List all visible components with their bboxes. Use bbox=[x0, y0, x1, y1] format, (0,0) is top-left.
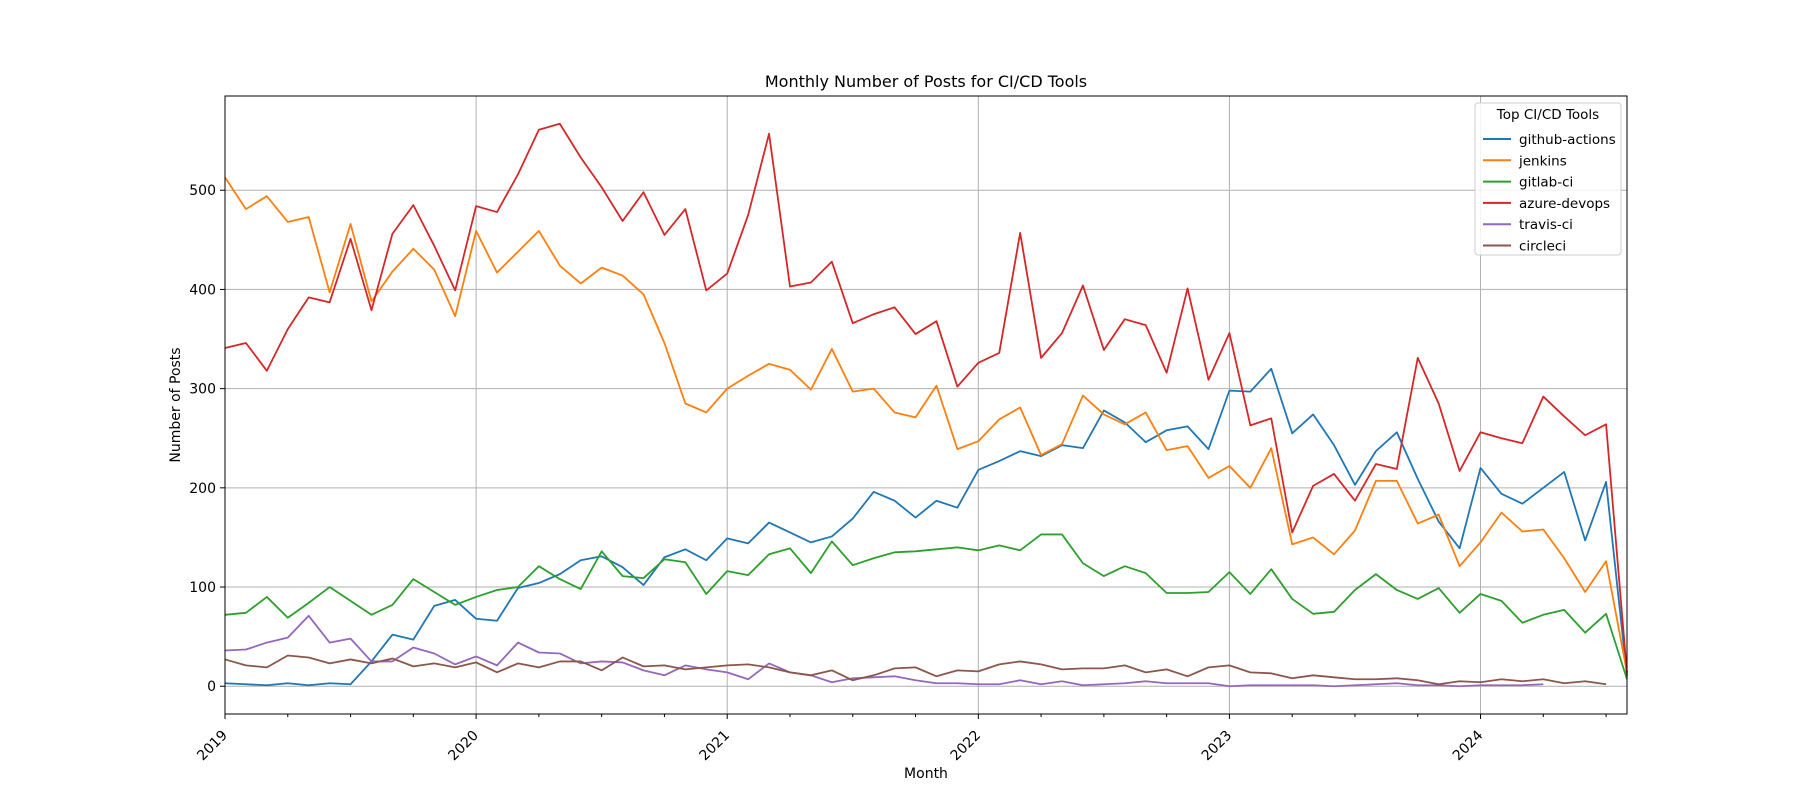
legend: Top CI/CD Tools github-actions jenkins gitl… bbox=[1474, 102, 1622, 256]
legend-entry-azure-devops: azure-devops bbox=[1519, 196, 1610, 212]
series-line-circleci bbox=[224, 654, 1607, 686]
legend-entry-travis-ci: travis-ci bbox=[1519, 217, 1573, 233]
legend-entry-gitlab-ci: gitlab-ci bbox=[1519, 175, 1573, 191]
y-tick-label: 100 bbox=[189, 580, 216, 596]
y-tick-label: 0 bbox=[207, 679, 216, 695]
chart-title: Monthly Number of Posts for CI/CD Tools bbox=[765, 72, 1087, 91]
series-line-travis-ci bbox=[224, 614, 1544, 688]
y-tick-label: 200 bbox=[189, 481, 216, 497]
grid bbox=[224, 96, 1627, 714]
y-tick-label: 300 bbox=[189, 382, 216, 398]
legend-entry-github-actions: github-actions bbox=[1519, 132, 1616, 148]
legend-title: Top CI/CD Tools bbox=[1496, 107, 1599, 123]
y-axis-label: Number of Posts bbox=[168, 347, 184, 462]
y-tick-label: 400 bbox=[189, 282, 216, 298]
x-axis-label: Month bbox=[904, 766, 948, 782]
series-line-azure-devops bbox=[224, 122, 1628, 674]
legend-entry-circleci: circleci bbox=[1519, 239, 1566, 255]
legend-box bbox=[1474, 102, 1622, 256]
series-line-jenkins bbox=[224, 176, 1628, 673]
y-tick-label: 500 bbox=[189, 183, 216, 199]
legend-entry-jenkins: jenkins bbox=[1518, 153, 1567, 169]
series-line-gitlab-ci bbox=[224, 533, 1628, 680]
series-lines bbox=[224, 122, 1628, 688]
plot-frame bbox=[224, 95, 1628, 715]
